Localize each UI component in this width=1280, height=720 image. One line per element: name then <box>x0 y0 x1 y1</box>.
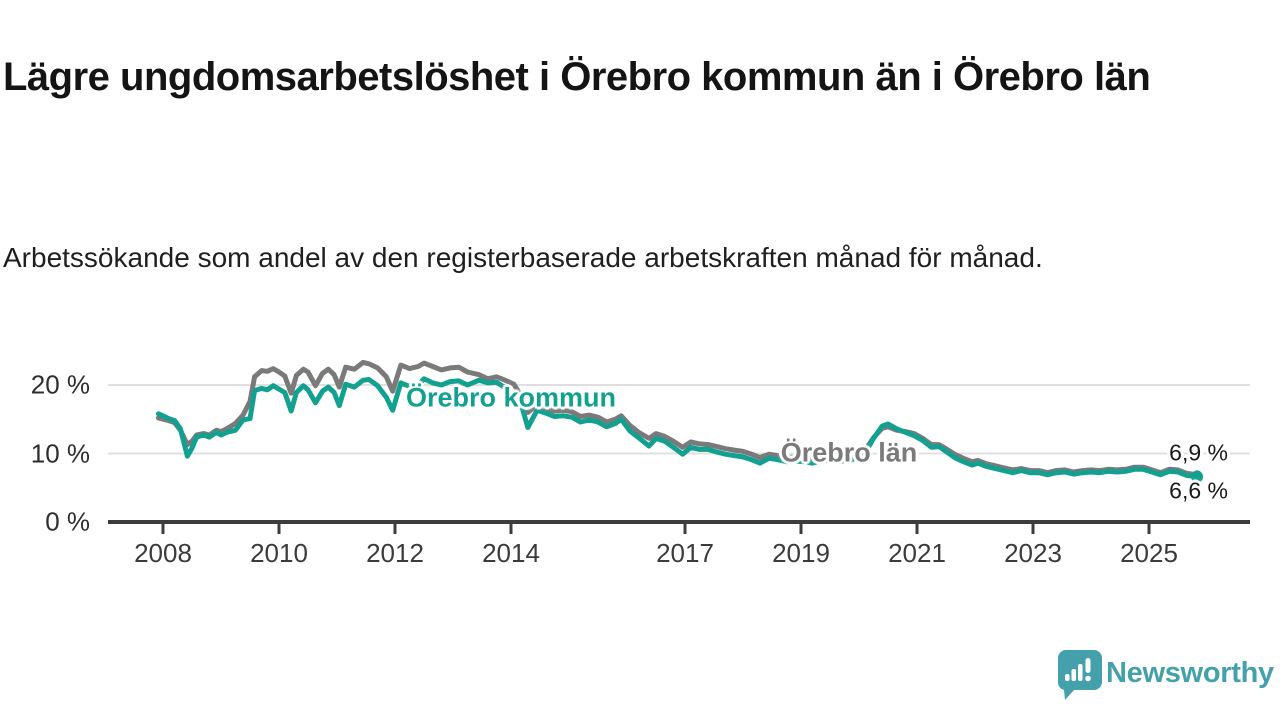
y-tick-label-10: 10 % <box>30 438 90 468</box>
x-tick-label-2019: 2019 <box>772 538 830 568</box>
series-label-lan: Örebro län <box>780 437 918 468</box>
y-tick-label-20: 20 % <box>30 369 90 400</box>
x-tick-label-2014: 2014 <box>482 538 540 568</box>
x-tick-label-2023: 2023 <box>1004 538 1062 568</box>
page-subtitle: Arbetssökande som andel av den registerb… <box>3 242 1043 273</box>
x-tick-label-2010: 2010 <box>250 538 308 568</box>
end-value-label-lan: 6,9 % <box>1169 439 1228 466</box>
end-value-label-kommun: 6,6 % <box>1169 477 1228 504</box>
x-tick-label-2008: 2008 <box>134 538 192 568</box>
newsworthy-wordmark: Newsworthy <box>1106 657 1274 689</box>
y-tick-label-0: 0 % <box>45 506 90 537</box>
series-label-kommun: Örebro kommun <box>405 382 617 413</box>
x-tick-label-2021: 2021 <box>888 538 946 568</box>
line-lan <box>155 359 1200 478</box>
page-title: Lägre ungdomsarbetslöshet i Örebro kommu… <box>3 54 1151 99</box>
logo-bars <box>1065 658 1091 682</box>
x-tick-label-2017: 2017 <box>656 538 714 568</box>
x-tick-label-2012: 2012 <box>366 538 424 568</box>
x-tick-label-2025: 2025 <box>1120 538 1178 568</box>
series-group <box>155 359 1204 483</box>
newsworthy-logo-icon <box>1057 650 1102 700</box>
line-kommun <box>155 376 1200 480</box>
end-dot-kommun <box>1191 470 1204 483</box>
